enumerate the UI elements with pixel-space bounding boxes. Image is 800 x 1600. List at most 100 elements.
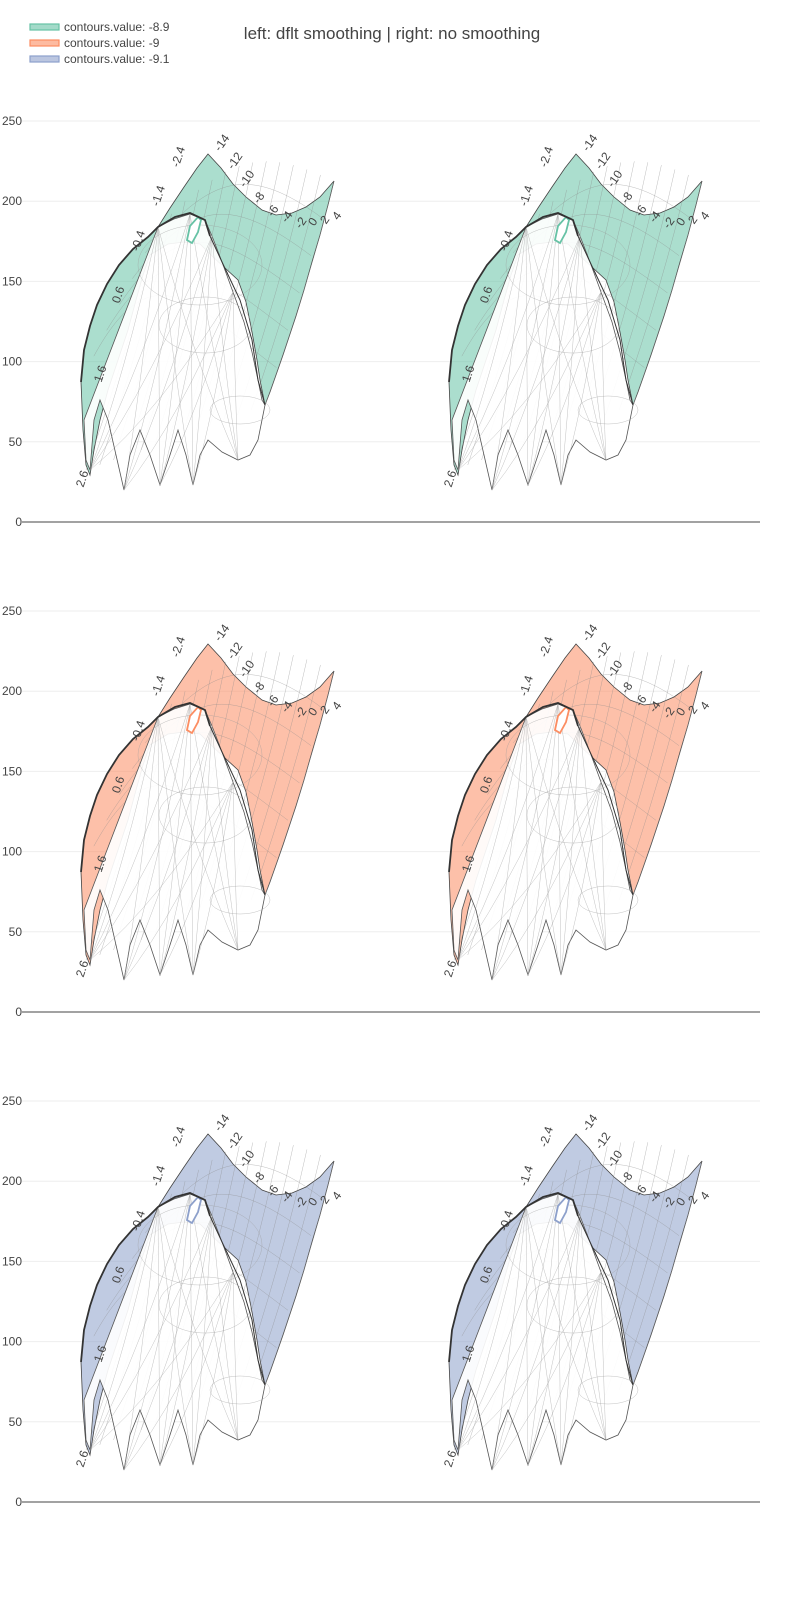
inner-mesh-line [491, 1215, 581, 1471]
legend-label: contours.value: -9.1 [64, 52, 170, 66]
inner-mesh-line [211, 1215, 239, 1441]
carpet-a-label: 2.6 [441, 958, 460, 979]
inner-mesh-line [123, 235, 213, 491]
inner-mesh-line [491, 226, 527, 491]
carpet-a-label: -1.4 [148, 673, 168, 697]
carpet-a-label: -1.4 [516, 673, 536, 697]
carpet-b-line [264, 180, 335, 406]
inner-mesh-line [232, 1271, 239, 1441]
panel-default-smoothing: 2.61.60.6-0.4-1.4-2.4-14-12-10-8-6-4-202… [73, 131, 345, 491]
carpet-b-label: -10 [236, 167, 258, 190]
inner-mesh-line [189, 703, 239, 951]
inner-mesh-line [159, 1215, 213, 1466]
carpet-a-label: 2.6 [441, 468, 460, 489]
contour-pocket [185, 215, 202, 245]
carpet-a-label: 0.6 [477, 1264, 496, 1285]
inner-mesh-line [525, 1206, 562, 1466]
carpet-a-label: 2.6 [73, 1448, 92, 1469]
inner-mesh-line [527, 1215, 581, 1466]
inner-mesh-line [491, 725, 581, 981]
inner-mesh-line [600, 1271, 607, 1441]
legend-item: contours.value: -9 [29, 36, 160, 50]
inner-mesh-line [557, 1193, 562, 1466]
contour-boundary [577, 235, 634, 406]
inner-mesh-line [457, 781, 602, 961]
y-tick-label: 200 [2, 1174, 22, 1188]
carpet-a-label: -2.4 [536, 144, 556, 168]
contour-boundary [577, 1215, 634, 1386]
inner-mesh-line [491, 213, 559, 491]
inner-mesh-line [123, 781, 234, 981]
inner-mesh-line [89, 235, 213, 471]
inner-mesh-line [159, 703, 191, 976]
carpet-a-label: -2.4 [168, 634, 188, 658]
inner-mesh-line [157, 226, 194, 486]
inner-mesh-line [457, 1206, 527, 1451]
carpet-edge [80, 1192, 211, 1363]
inner-region [451, 1193, 634, 1471]
inner-mesh-line [89, 1215, 213, 1451]
inner-mesh-line [192, 725, 213, 976]
carpet-b-line [250, 174, 321, 411]
inner-mesh-line [189, 213, 194, 486]
inner-mesh-line [525, 1206, 607, 1441]
inner-mesh-line [157, 1206, 161, 1466]
inner-mesh-line [560, 291, 602, 486]
carpet-b-label: -10 [604, 167, 626, 190]
inner-region [83, 1193, 266, 1471]
carpet-a-label: 1.6 [459, 853, 478, 874]
inner-arc [209, 885, 271, 915]
y-tick-label: 0 [15, 1005, 22, 1019]
inner-mesh-line [557, 213, 607, 461]
inner-arc [158, 296, 252, 354]
inner-mesh-line [123, 213, 191, 491]
panel-default-smoothing: 2.61.60.6-0.4-1.4-2.4-14-12-10-8-6-4-202… [73, 1111, 345, 1471]
carpet-a-label: 0.6 [109, 284, 128, 305]
inner-mesh-line [89, 213, 191, 471]
contour-boundary [577, 725, 634, 896]
carpet-a-label: -0.4 [496, 228, 516, 252]
carpet-b-line [250, 1154, 321, 1391]
inner-mesh-line [457, 291, 602, 471]
inner-mesh-line [457, 1215, 581, 1451]
inner-mesh-line [159, 1271, 234, 1466]
carpet-b-label: -14 [211, 1111, 233, 1134]
carpet-a-label: -2.4 [168, 144, 188, 168]
inner-mesh-line [600, 291, 607, 461]
y-tick-label: 200 [2, 194, 22, 208]
carpet-a-label: 0.6 [477, 774, 496, 795]
inner-mesh-line [123, 291, 234, 491]
carpet-a-label: -1.4 [516, 183, 536, 207]
inner-mesh-line [527, 213, 559, 486]
carpet-b-line [264, 670, 335, 896]
inner-mesh-line [123, 725, 213, 981]
inner-mesh-line [527, 703, 559, 976]
inner-mesh-line [232, 781, 239, 951]
carpet-a-label: 1.6 [91, 853, 110, 874]
carpet-a-label: 2.6 [73, 468, 92, 489]
panel-no-smoothing: 2.61.60.6-0.4-1.4-2.4-14-12-10-8-6-4-202… [441, 621, 713, 981]
inner-arc [577, 1375, 639, 1405]
carpet-b-label: -10 [236, 657, 258, 680]
y-tick-label: 100 [2, 845, 22, 859]
inner-mesh-line [157, 1206, 239, 1441]
panel-no-smoothing: 2.61.60.6-0.4-1.4-2.4-14-12-10-8-6-4-202… [441, 131, 713, 491]
inner-mesh-line [123, 1193, 191, 1471]
subplot-row-2: 0501001502002502.61.60.6-0.4-1.4-2.4-14-… [2, 604, 760, 1019]
inner-region [451, 703, 634, 981]
carpet-edge [80, 212, 211, 383]
y-tick-label: 250 [2, 604, 22, 618]
inner-mesh [457, 213, 639, 491]
inner-arc [209, 395, 271, 425]
legend-item: contours.value: -8.9 [29, 20, 170, 34]
carpet-b-label: -14 [579, 621, 601, 644]
inner-arc [209, 1375, 271, 1405]
inner-mesh-line [525, 226, 607, 461]
legend: contours.value: -8.9 contours.value: -9 co… [29, 20, 170, 66]
carpet-a-label: -2.4 [536, 634, 556, 658]
inner-mesh-line [211, 725, 239, 951]
inner-mesh-line [457, 213, 559, 471]
inner-mesh-line [157, 716, 161, 976]
y-tick-label: 100 [2, 1335, 22, 1349]
